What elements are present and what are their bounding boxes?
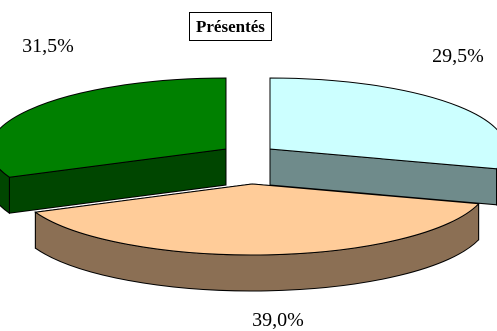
data-label-1: 29,5% — [432, 45, 484, 67]
chart-title: Présentés — [189, 12, 272, 41]
pie-slice-2 — [34, 183, 480, 292]
pie-slice-1 — [269, 77, 497, 207]
pie-slice-3 — [0, 77, 227, 215]
data-label-3: 31,5% — [22, 35, 74, 57]
data-label-2: 39,0% — [252, 309, 304, 331]
